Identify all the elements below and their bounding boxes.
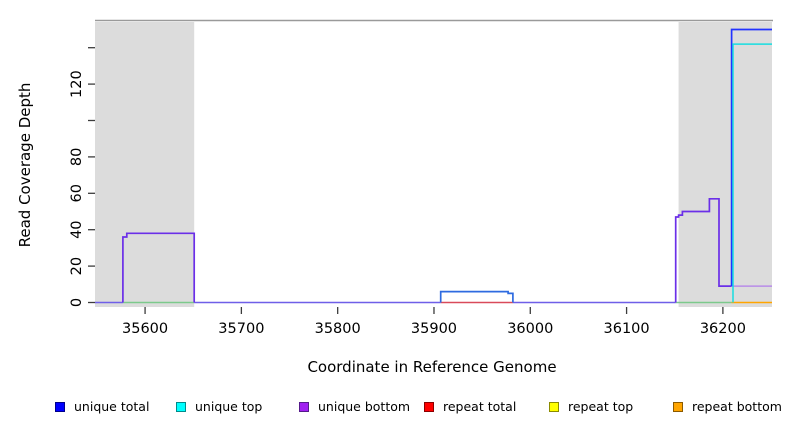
x-tick-label: 36000 [507, 321, 553, 337]
y-tick-label: 40 [69, 220, 85, 238]
unique-bottom-right-steps [674, 197, 732, 303]
x-tick-label: 35800 [315, 321, 361, 337]
x-tick-label: 36100 [604, 321, 650, 337]
x-tick-label: 35900 [411, 321, 457, 337]
unique-bottom-left-step [122, 232, 196, 303]
x-tick-label: 36200 [700, 321, 746, 337]
x-axis-title: Coordinate in Reference Genome [307, 358, 557, 376]
unique-top-right-spike [732, 43, 772, 303]
unique-total-middle-step [439, 290, 514, 303]
x-tick-label: 35600 [122, 321, 168, 337]
y-tick-label: 60 [69, 184, 85, 202]
unique-total-right-spike [730, 28, 772, 287]
repeat-masked-region-right [678, 22, 772, 307]
y-tick-label: 20 [69, 257, 85, 275]
y-tick-label: 120 [69, 70, 85, 98]
x-tick-label: 35700 [218, 321, 264, 337]
repeat-masked-region-left [95, 22, 195, 307]
y-tick-label: 0 [69, 298, 85, 307]
y-tick-label: 80 [69, 148, 85, 166]
y-axis-title: Read Coverage Depth [16, 82, 34, 248]
